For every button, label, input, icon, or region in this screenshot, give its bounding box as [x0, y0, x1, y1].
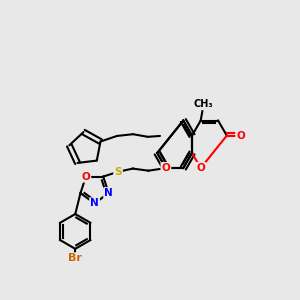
Text: S: S	[114, 167, 122, 177]
Text: O: O	[236, 130, 245, 141]
Text: N: N	[90, 198, 99, 208]
Text: N: N	[104, 188, 113, 198]
Text: O: O	[82, 172, 90, 182]
Text: CH₃: CH₃	[194, 99, 213, 109]
Text: O: O	[196, 163, 205, 173]
Text: Br: Br	[68, 254, 82, 263]
Text: O: O	[161, 163, 170, 173]
